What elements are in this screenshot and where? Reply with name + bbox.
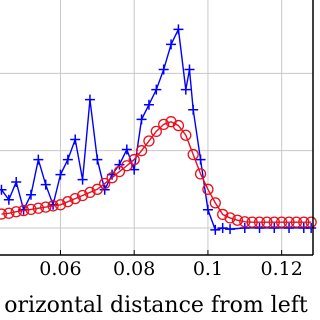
point-marker (151, 84, 162, 95)
x-tick-label: 0.12 (261, 258, 303, 280)
point-marker (121, 144, 132, 155)
point-marker (298, 216, 310, 228)
point-marker (253, 216, 266, 228)
point-marker (3, 194, 14, 205)
point-marker (47, 200, 59, 212)
point-marker (187, 148, 199, 161)
point-marker (180, 84, 191, 95)
point-marker (172, 119, 185, 132)
series (0, 24, 317, 235)
point-marker (121, 160, 133, 172)
point-marker (55, 169, 66, 180)
point-marker (290, 216, 303, 228)
point-marker (11, 176, 22, 187)
point-marker (194, 168, 207, 180)
point-marker (224, 212, 236, 224)
point-marker (84, 186, 96, 199)
point-marker (305, 216, 317, 228)
point-marker (136, 114, 147, 125)
point-marker (239, 216, 251, 228)
point-marker (231, 214, 244, 226)
point-marker (84, 94, 95, 105)
point-marker (239, 222, 250, 233)
point-marker (283, 216, 295, 228)
point-marker (17, 204, 30, 217)
series-line (0, 26, 312, 231)
point-marker (99, 177, 111, 190)
point-marker (217, 222, 228, 233)
point-marker (276, 216, 288, 228)
point-marker (254, 222, 265, 233)
point-marker (92, 154, 103, 165)
point-marker (76, 189, 89, 202)
x-tick-label: 0.08 (113, 258, 155, 280)
point-marker (246, 216, 258, 228)
point-marker (225, 224, 236, 235)
point-marker (135, 145, 148, 157)
point-marker (33, 154, 44, 165)
point-marker (158, 118, 170, 131)
series-line (1, 120, 312, 223)
point-marker (210, 224, 221, 235)
point-marker (40, 201, 52, 213)
point-marker (268, 216, 280, 228)
point-marker (99, 184, 110, 195)
point-marker (158, 64, 169, 75)
point-marker (106, 172, 118, 184)
point-marker (184, 64, 195, 75)
point-marker (180, 129, 192, 141)
point-marker (202, 204, 213, 215)
point-marker (269, 222, 280, 233)
point-marker (40, 179, 51, 190)
point-marker (3, 207, 15, 219)
point-marker (54, 199, 67, 211)
point-marker (306, 222, 317, 233)
point-marker (202, 183, 214, 195)
point-marker (128, 153, 140, 166)
point-marker (217, 208, 229, 221)
point-marker (25, 189, 36, 200)
point-marker (0, 184, 7, 195)
point-marker (284, 222, 295, 233)
point-marker (114, 159, 125, 170)
x-tick-label: 0.1 (193, 258, 223, 280)
point-marker (188, 104, 199, 115)
point-marker (173, 24, 184, 35)
point-marker (166, 39, 177, 50)
point-marker (0, 208, 8, 220)
point-marker (32, 202, 44, 214)
point-marker (62, 196, 74, 208)
point-marker (209, 197, 221, 209)
point-marker (25, 203, 37, 216)
point-marker (261, 216, 273, 228)
point-marker (70, 134, 81, 145)
point-marker (195, 154, 206, 165)
point-marker (77, 174, 88, 185)
point-marker (62, 154, 73, 165)
point-marker (143, 135, 155, 147)
point-marker (10, 206, 22, 218)
point-marker (69, 192, 81, 205)
point-marker (91, 183, 103, 195)
x-tick-label: 0.06 (39, 258, 81, 280)
series (0, 116, 317, 228)
x-axis-label: orizontal distance from left (4, 293, 308, 318)
point-marker (143, 99, 154, 110)
point-marker (150, 125, 162, 138)
point-marker (113, 165, 126, 178)
